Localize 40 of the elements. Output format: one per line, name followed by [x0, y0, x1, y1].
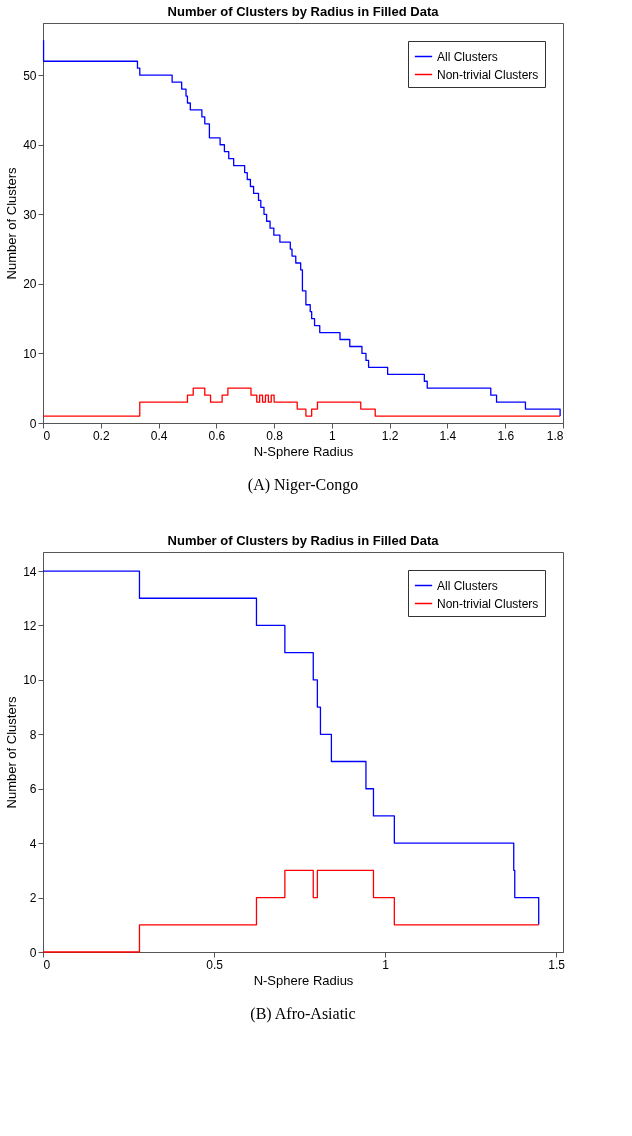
- legend-label: Non-trivial Clusters: [437, 596, 539, 611]
- x-tick-label: 1: [382, 957, 390, 972]
- legend-label: All Clusters: [437, 49, 498, 64]
- y-tick-label: 4: [29, 836, 37, 851]
- x-tick-label: 0.6: [208, 428, 226, 443]
- x-tick-label: 1.6: [497, 428, 515, 443]
- x-axis-title: N-Sphere Radius: [253, 443, 354, 459]
- y-tick-label: 50: [23, 68, 37, 83]
- x-tick-label: 1.2: [381, 428, 399, 443]
- chart-title: Number of Clusters by Radius in Filled Data: [167, 4, 440, 19]
- y-tick-label: 8: [29, 727, 37, 742]
- y-tick-label: 10: [23, 346, 37, 361]
- x-tick-label: 1.4: [439, 428, 457, 443]
- y-axis-title: Number of Clusters: [4, 696, 20, 809]
- chart-title: Number of Clusters by Radius in Filled Data: [167, 533, 440, 548]
- x-tick-label: 1: [329, 428, 337, 443]
- text: (B) Afro-Asiatic: [250, 1005, 356, 1023]
- y-tick-label: 20: [23, 277, 37, 292]
- text: (A) Niger-Congo: [247, 476, 359, 494]
- x-tick-label: 0.2: [92, 428, 110, 443]
- y-tick-label: 40: [23, 138, 37, 153]
- y-tick-label: 14: [23, 564, 37, 579]
- y-tick-label: 0: [29, 945, 37, 960]
- x-tick-label: 1.8: [546, 428, 564, 443]
- y-tick-label: 10: [23, 673, 37, 688]
- x-axis-title: N-Sphere Radius: [253, 972, 354, 988]
- x-tick-label: 0: [43, 428, 51, 443]
- x-tick-label: 0.4: [150, 428, 168, 443]
- y-tick-label: 0: [29, 416, 37, 431]
- x-tick-label: 0.8: [266, 428, 284, 443]
- y-tick-label: 2: [29, 891, 37, 906]
- y-axis-title: Number of Clusters: [4, 167, 20, 280]
- legend-label: All Clusters: [437, 578, 498, 593]
- x-tick-label: 0: [43, 957, 51, 972]
- x-tick-label: 0.5: [206, 957, 224, 972]
- y-tick-label: 30: [23, 207, 37, 222]
- y-tick-label: 6: [29, 782, 37, 797]
- y-tick-label: 12: [23, 618, 37, 633]
- x-tick-label: 1.5: [548, 957, 566, 972]
- legend-label: Non-trivial Clusters: [437, 67, 539, 82]
